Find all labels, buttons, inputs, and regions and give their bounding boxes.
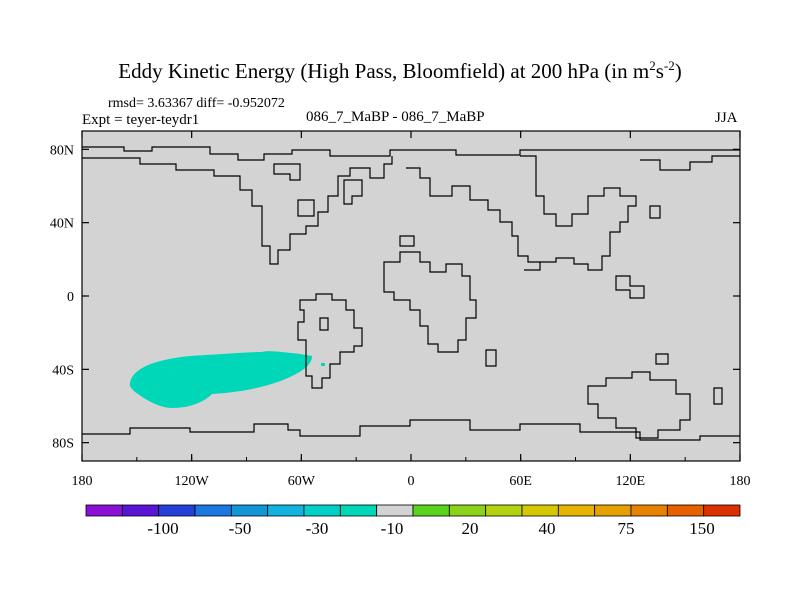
stats-label: rmsd= 3.63367 diff= -0.952072 <box>108 96 285 111</box>
colorbar-box <box>267 504 305 517</box>
x-tick-label: 60W <box>288 474 316 489</box>
title-superscript-1: 2 <box>649 58 656 73</box>
coastline-new-zealand <box>713 387 723 405</box>
colorbar-box <box>194 504 232 517</box>
anomaly-speck <box>321 363 325 366</box>
colorbar-box <box>230 504 269 517</box>
colorbar-box <box>557 504 596 517</box>
colorbar-label: -10 <box>381 519 404 538</box>
y-tick-label: 0 <box>67 290 74 305</box>
coastline-africa <box>383 251 477 353</box>
coastline-north-america <box>82 156 393 265</box>
y-axis: 80N 40N 0 40S 80S <box>50 143 740 452</box>
x-axis: 180 120W 60W 0 60E 120E 180 <box>72 131 751 489</box>
colorbar-boxes <box>85 504 741 517</box>
coastline-antarctica <box>82 419 740 441</box>
coastline-canada-islands <box>273 163 301 181</box>
coastline-se-asia <box>615 275 645 299</box>
anomaly-layer <box>129 351 325 408</box>
colorbar-label: -50 <box>229 519 252 538</box>
coastline-caribbean <box>319 317 329 331</box>
colorbar-box <box>339 504 378 517</box>
y-tick-label: 80S <box>52 437 74 452</box>
coastline-uk <box>399 235 415 247</box>
colorbar-box <box>521 504 559 517</box>
y-tick-label: 80N <box>50 143 74 158</box>
season-label: JJA <box>715 110 738 126</box>
continent-outlines <box>82 146 740 441</box>
anomaly-region-south-pacific <box>129 351 312 408</box>
colorbar-box <box>85 504 123 517</box>
y-tick-label: 40S <box>52 363 74 378</box>
x-tick-label: 120W <box>175 474 210 489</box>
colorbar-box <box>158 504 196 517</box>
coastline-greenland <box>343 179 363 205</box>
coastline-japan <box>649 205 661 219</box>
coastline-arctic <box>82 146 740 161</box>
coastline-europe <box>406 167 540 263</box>
x-tick-label: 180 <box>72 474 93 489</box>
colorbar-box <box>448 504 487 517</box>
colorbar-box <box>594 504 632 517</box>
colorbar-box <box>303 504 341 517</box>
colorbar-box <box>376 504 414 517</box>
coastline-south-america <box>297 293 363 389</box>
coastline-hudson <box>297 199 315 217</box>
colorbar-box <box>703 504 741 517</box>
colorbar-box <box>666 504 705 517</box>
coastline-siberia <box>640 155 740 171</box>
title-close: ) <box>674 59 682 83</box>
x-tick-label: 60E <box>509 474 532 489</box>
coastline-madagascar <box>485 349 497 367</box>
chart-title: Eddy Kinetic Energy (High Pass, Bloomfie… <box>0 58 800 84</box>
x-tick-label: 0 <box>408 474 415 489</box>
colorbar-labels: -100 -50 -30 -10 20 40 75 150 <box>147 519 714 538</box>
colorbar-box <box>630 504 668 517</box>
x-tick-label: 120E <box>616 474 646 489</box>
title-text: Eddy Kinetic Energy (High Pass, Bloomfie… <box>118 59 650 83</box>
colorbar-label: 75 <box>618 519 635 538</box>
y-tick-label: 40N <box>50 217 74 232</box>
case-label: 086_7_MaBP - 086_7_MaBP <box>306 109 485 125</box>
coastline-australia <box>587 371 691 439</box>
colorbar-box <box>121 504 160 517</box>
expt-label: Expt = teyer-teydr1 <box>82 112 200 128</box>
title-superscript-2: -2 <box>663 58 675 73</box>
colorbar-box <box>412 504 450 517</box>
coastline-asia <box>520 155 637 271</box>
colorbar-box <box>485 504 523 517</box>
colorbar-label: 40 <box>539 519 556 538</box>
colorbar-label: 150 <box>689 519 715 538</box>
coastline-islands-pacific <box>655 353 669 365</box>
x-tick-label: 180 <box>730 474 751 489</box>
colorbar-label: 20 <box>462 519 479 538</box>
colorbar-label: -100 <box>147 519 178 538</box>
colorbar-label: -30 <box>306 519 329 538</box>
title-unit-s: s <box>655 59 664 83</box>
